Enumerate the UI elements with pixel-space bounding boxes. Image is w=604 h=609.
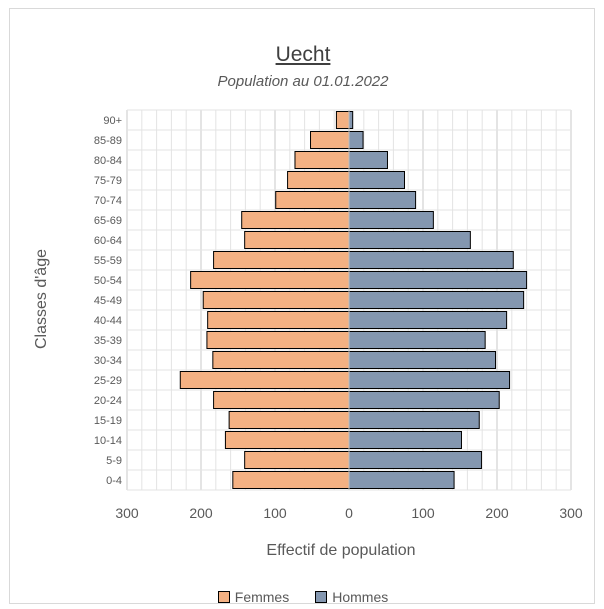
x-tick-label: 300 [559, 505, 583, 521]
bar-femmes [294, 151, 350, 169]
bar-femmes [213, 391, 350, 409]
y-tick-label: 25-29 [94, 375, 122, 387]
bar-hommes [348, 151, 388, 169]
bar-femmes [310, 131, 350, 149]
x-tick-label: 200 [189, 505, 213, 521]
y-tick-label: 85-89 [94, 135, 122, 147]
y-tick-label: 50-54 [94, 275, 122, 287]
bar-hommes [348, 311, 508, 329]
bar-femmes [335, 111, 350, 129]
bar-hommes [348, 471, 455, 489]
bar-hommes [348, 171, 405, 189]
x-tick-label: 100 [263, 505, 287, 521]
bar-hommes [348, 391, 500, 409]
legend-item-hommes: Hommes [315, 589, 388, 605]
bar-hommes [348, 251, 514, 269]
y-tick-label: 20-24 [94, 395, 122, 407]
bar-hommes [348, 371, 511, 389]
y-tick-label: 90+ [103, 115, 122, 127]
chart-title: Uecht [275, 43, 331, 66]
y-tick-label: 60-64 [94, 235, 122, 247]
bar-hommes [348, 131, 364, 149]
bar-hommes [348, 291, 525, 309]
bar-femmes [213, 251, 350, 269]
bar-femmes [232, 471, 350, 489]
bar-hommes [348, 411, 480, 429]
y-tick-label: 35-39 [94, 335, 122, 347]
y-tick-label: 45-49 [94, 295, 122, 307]
x-tick-label: 0 [345, 505, 353, 521]
y-tick-label: 10-14 [94, 435, 122, 447]
plot-area: 0-4 5-9 10-14 15-19 20-24 25-29 30-34 35-39 40-4… [33, 109, 583, 559]
bars-layer [179, 111, 528, 489]
bar-femmes [244, 231, 350, 249]
bar-hommes [348, 351, 497, 369]
bar-hommes [348, 191, 417, 209]
bar-femmes [244, 451, 350, 469]
bar-hommes [348, 451, 482, 469]
y-tick-label: 65-69 [94, 215, 122, 227]
y-tick-label: 40-44 [94, 315, 122, 327]
bar-hommes [348, 231, 471, 249]
y-axis-label: Classes d'âge [33, 249, 50, 349]
y-tick-label: 70-74 [94, 195, 122, 207]
legend-label-femmes: Femmes [234, 589, 290, 605]
legend: Femmes Hommes [10, 589, 596, 605]
bar-femmes [275, 191, 350, 209]
y-tick-label: 5-9 [106, 455, 122, 467]
chart-frame: Uecht Population au 01.01.2022 0-4 5-9 10-… [9, 8, 596, 605]
bar-hommes [348, 271, 528, 289]
bar-femmes [202, 291, 350, 309]
x-tick-label: 100 [411, 505, 435, 521]
bar-hommes [348, 111, 354, 129]
y-tick-label: 0-4 [106, 475, 122, 487]
bar-femmes [179, 371, 350, 389]
bar-femmes [228, 411, 350, 429]
y-tick-label: 15-19 [94, 415, 122, 427]
x-tick-label: 200 [485, 505, 509, 521]
legend-swatch-femmes [217, 591, 230, 603]
legend-swatch-hommes [315, 591, 328, 603]
bar-femmes [224, 431, 350, 449]
bar-femmes [190, 271, 350, 289]
y-tick-label: 75-79 [94, 175, 122, 187]
bar-femmes [206, 331, 350, 349]
axis-layer: 0-4 5-9 10-14 15-19 20-24 25-29 30-34 35-39 40-4… [94, 110, 583, 521]
x-tick-label: 300 [115, 505, 139, 521]
bar-femmes [287, 171, 350, 189]
legend-item-femmes: Femmes [217, 589, 290, 605]
y-tick-label: 55-59 [94, 255, 122, 267]
bar-hommes [348, 331, 486, 349]
bar-hommes [348, 211, 434, 229]
bar-hommes [348, 431, 462, 449]
bar-femmes [241, 211, 350, 229]
x-axis-label: Effectif de population [266, 542, 415, 559]
chart-subtitle: Population au 01.01.2022 [217, 73, 389, 90]
bar-femmes [207, 311, 350, 329]
bar-femmes [212, 351, 350, 369]
y-tick-label: 30-34 [94, 355, 122, 367]
y-tick-label: 80-84 [94, 155, 122, 167]
legend-label-hommes: Hommes [332, 589, 389, 605]
